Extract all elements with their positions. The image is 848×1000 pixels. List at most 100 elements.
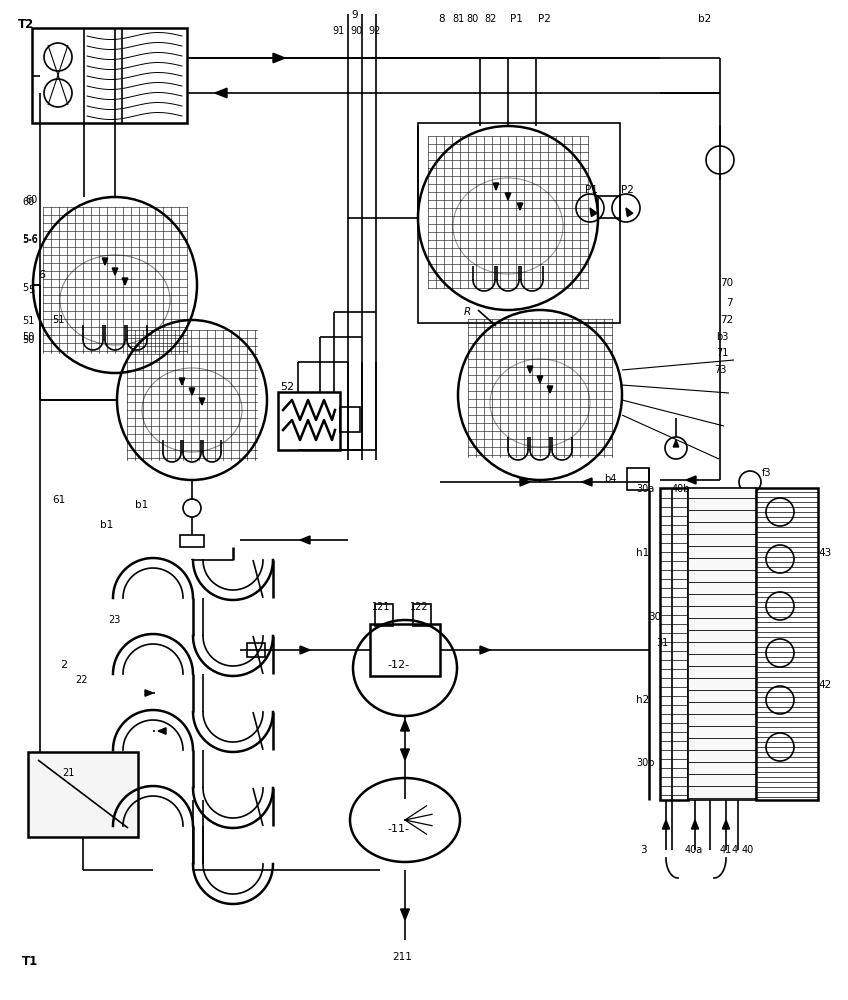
Polygon shape (582, 478, 592, 486)
Polygon shape (215, 88, 227, 98)
Text: 60: 60 (25, 195, 37, 205)
Circle shape (766, 639, 794, 667)
Text: 80: 80 (466, 14, 478, 24)
Text: 51: 51 (52, 315, 64, 325)
Text: 70: 70 (720, 278, 734, 288)
Text: 52: 52 (280, 382, 294, 392)
Bar (418, 123, 620, 323)
Text: 82: 82 (484, 14, 496, 24)
Text: 5: 5 (22, 283, 28, 293)
Text: 40b: 40b (672, 484, 690, 494)
Text: 41: 41 (720, 845, 733, 855)
Text: 121: 121 (372, 602, 390, 612)
Text: 30b: 30b (636, 758, 655, 768)
Polygon shape (547, 386, 553, 393)
Bar (598, 196, 620, 218)
Text: b1: b1 (135, 500, 148, 510)
Bar (247, 643, 265, 657)
Text: 61: 61 (52, 495, 65, 505)
Text: 42: 42 (818, 680, 831, 690)
Text: f3: f3 (762, 468, 772, 478)
Text: 81: 81 (452, 14, 464, 24)
Text: 40a: 40a (685, 845, 703, 855)
Polygon shape (273, 53, 285, 63)
Text: T1: T1 (22, 955, 38, 968)
Text: 73: 73 (714, 365, 727, 375)
Text: 22: 22 (75, 675, 87, 685)
Polygon shape (537, 376, 543, 383)
Text: b1: b1 (100, 520, 114, 530)
Polygon shape (590, 208, 597, 217)
Text: 2: 2 (60, 660, 67, 670)
Polygon shape (189, 388, 195, 395)
Bar (627, 468, 649, 490)
Polygon shape (400, 749, 410, 760)
Text: -12-: -12- (387, 660, 409, 670)
Text: 5-6: 5-6 (22, 234, 38, 244)
Text: 3: 3 (640, 845, 647, 855)
Polygon shape (103, 258, 108, 265)
Text: b4: b4 (604, 474, 616, 484)
Text: 5-6: 5-6 (22, 235, 38, 245)
Polygon shape (400, 720, 410, 731)
Text: 9: 9 (352, 10, 359, 20)
Bar (413, 604, 431, 626)
Text: 30a: 30a (636, 484, 655, 494)
Bar (278, 392, 340, 450)
Polygon shape (179, 378, 185, 385)
Text: b3: b3 (716, 332, 728, 342)
Polygon shape (662, 820, 670, 829)
Text: 43: 43 (818, 548, 831, 558)
Text: 122: 122 (410, 602, 428, 612)
Text: T2: T2 (18, 18, 34, 31)
Text: -11-: -11- (387, 824, 409, 834)
Bar (28, 752, 138, 837)
Text: 40: 40 (742, 845, 754, 855)
Text: 211: 211 (392, 952, 412, 962)
Text: 91: 91 (332, 26, 344, 36)
Text: 7: 7 (726, 298, 733, 308)
Text: 31: 31 (656, 638, 668, 648)
Text: 50: 50 (22, 332, 35, 342)
Text: 8: 8 (438, 14, 444, 24)
Circle shape (766, 545, 794, 573)
Text: 5: 5 (28, 285, 34, 295)
Text: 92: 92 (368, 26, 381, 36)
Polygon shape (300, 646, 310, 654)
Bar (180, 535, 204, 547)
Text: 21: 21 (62, 768, 75, 778)
Text: h1: h1 (636, 548, 650, 558)
Text: 71: 71 (716, 348, 728, 358)
Text: P1: P1 (585, 185, 598, 195)
Circle shape (766, 686, 794, 714)
Text: 23: 23 (108, 615, 120, 625)
Polygon shape (400, 909, 410, 920)
Circle shape (766, 733, 794, 761)
Polygon shape (673, 440, 678, 447)
Text: b2: b2 (698, 14, 711, 24)
Text: 72: 72 (720, 315, 734, 325)
Text: P1: P1 (510, 14, 523, 24)
Text: 4: 4 (732, 845, 738, 855)
Text: 6: 6 (38, 270, 45, 280)
Bar (375, 604, 393, 626)
Circle shape (766, 498, 794, 526)
Polygon shape (480, 646, 490, 654)
Polygon shape (122, 278, 128, 285)
Polygon shape (158, 728, 166, 734)
Bar (370, 624, 440, 676)
Polygon shape (686, 476, 696, 484)
Bar (688, 488, 756, 800)
Bar (340, 407, 360, 432)
Circle shape (766, 592, 794, 620)
Polygon shape (626, 208, 633, 217)
Text: 50: 50 (22, 335, 35, 345)
Polygon shape (494, 183, 499, 190)
Text: P2: P2 (538, 14, 551, 24)
Polygon shape (527, 366, 533, 373)
Bar (32, 28, 187, 123)
Polygon shape (517, 203, 523, 210)
Bar (660, 488, 688, 800)
Text: h2: h2 (636, 695, 650, 705)
Text: 30: 30 (648, 612, 661, 622)
